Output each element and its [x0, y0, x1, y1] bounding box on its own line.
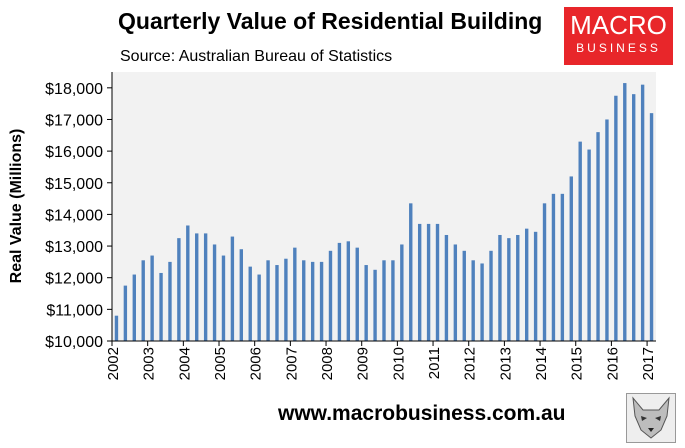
y-tick-label: $14,000 — [45, 207, 103, 224]
bar — [132, 274, 136, 341]
bar — [516, 234, 520, 341]
x-tick-label: 2008 — [319, 347, 336, 380]
bar — [239, 249, 244, 341]
chart-subtitle: Source: Australian Bureau of Statistics — [120, 48, 393, 65]
bar — [462, 250, 466, 341]
bar — [480, 263, 484, 341]
bar — [221, 255, 226, 341]
bar — [337, 242, 342, 341]
brand-line2: BUSINESS — [576, 41, 661, 55]
bar — [533, 231, 538, 341]
bar — [212, 244, 217, 341]
y-tick-label: $11,000 — [46, 302, 103, 319]
bar — [596, 132, 600, 341]
bar — [248, 266, 252, 341]
bar — [444, 234, 449, 341]
bar — [417, 223, 422, 341]
bar — [400, 244, 404, 341]
x-tick-label: 2012 — [462, 347, 479, 380]
bar — [302, 260, 306, 341]
bar — [605, 119, 609, 342]
y-tick-label: $18,000 — [45, 81, 103, 98]
bar — [319, 261, 324, 341]
bar — [435, 223, 440, 341]
bar — [507, 238, 511, 341]
bar — [632, 94, 636, 341]
bar — [141, 260, 145, 341]
bar — [293, 247, 297, 341]
x-tick-label: 2009 — [355, 347, 372, 380]
y-tick-label: $10,000 — [45, 334, 103, 351]
bar — [551, 193, 556, 341]
x-tick-label: 2011 — [426, 347, 443, 379]
bar — [123, 285, 128, 341]
x-tick-label: 2004 — [176, 347, 193, 380]
x-tick-label: 2006 — [248, 347, 265, 380]
bar — [578, 141, 582, 341]
bar — [364, 265, 368, 341]
bar — [186, 225, 190, 341]
bar — [159, 272, 163, 341]
brand-logo: MACRO BUSINESS — [564, 7, 673, 65]
bar — [489, 250, 493, 341]
bar — [426, 223, 431, 341]
bar — [649, 113, 654, 341]
bar — [498, 234, 502, 341]
x-tick-label: 2007 — [283, 347, 300, 380]
bar — [614, 95, 618, 341]
bar — [203, 233, 208, 341]
x-tick-label: 2014 — [533, 347, 550, 380]
bar — [168, 261, 172, 341]
wolf-icon — [626, 393, 676, 443]
bar — [177, 238, 181, 341]
bar — [409, 203, 413, 341]
bar — [346, 241, 351, 341]
bar — [587, 149, 591, 341]
bar — [284, 258, 288, 341]
x-tick-label: 2017 — [640, 347, 657, 380]
x-tick-label: 2015 — [569, 347, 586, 380]
bar — [230, 236, 235, 341]
bar — [150, 255, 154, 341]
y-tick-label: $16,000 — [45, 144, 103, 161]
y-tick-label: $12,000 — [45, 271, 103, 288]
bar — [560, 193, 565, 341]
bar — [275, 265, 279, 341]
bar — [355, 247, 359, 341]
bar — [266, 260, 270, 341]
website-url: www.macrobusiness.com.au — [278, 402, 566, 425]
bar — [623, 83, 627, 341]
bar — [569, 176, 573, 341]
y-tick-label: $13,000 — [45, 239, 103, 256]
bar — [382, 260, 386, 341]
bar — [391, 260, 395, 341]
x-tick-label: 2010 — [390, 347, 407, 380]
y-axis-title: Real Value (Millions) — [8, 129, 25, 284]
x-tick-label: 2005 — [212, 347, 229, 380]
x-tick-label: 2013 — [497, 347, 514, 380]
bar — [328, 250, 333, 341]
bar — [453, 244, 458, 341]
chart-title: Quarterly Value of Residential Building — [118, 8, 543, 34]
bar — [257, 274, 261, 341]
bar — [195, 233, 199, 341]
bar — [373, 269, 377, 341]
y-tick-label: $15,000 — [45, 176, 103, 193]
x-tick-label: 2003 — [141, 347, 158, 380]
bar — [114, 315, 119, 341]
bar — [310, 261, 315, 341]
bar — [542, 203, 547, 341]
bar — [640, 84, 645, 342]
bar — [524, 228, 529, 341]
x-tick-label: 2016 — [604, 347, 621, 380]
bar — [471, 260, 475, 341]
brand-line1: MACRO — [570, 10, 667, 40]
y-tick-label: $17,000 — [45, 112, 103, 129]
x-tick-label: 2002 — [105, 347, 122, 380]
